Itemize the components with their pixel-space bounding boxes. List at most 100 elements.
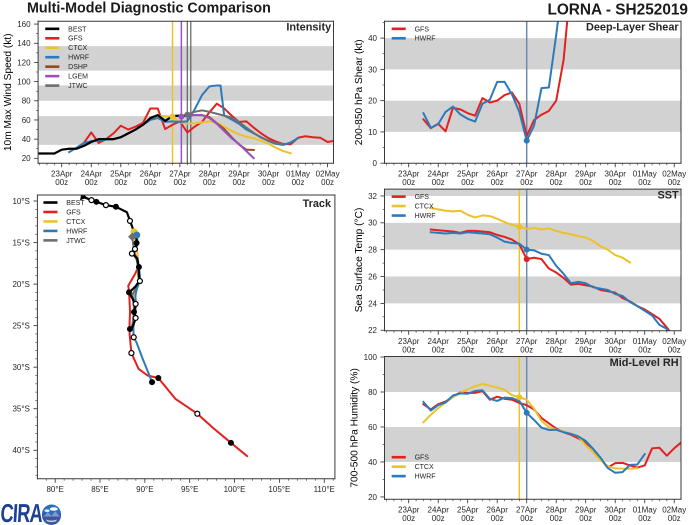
svg-text:80: 80	[368, 388, 377, 397]
svg-text:GFS: GFS	[415, 455, 430, 462]
svg-text:35°S: 35°S	[12, 405, 29, 414]
svg-text:00z: 00z	[609, 514, 622, 523]
svg-text:10: 10	[368, 128, 377, 137]
svg-text:23Apr: 23Apr	[398, 169, 420, 178]
svg-text:GFS: GFS	[415, 26, 430, 33]
svg-text:00z: 00z	[491, 514, 504, 523]
svg-text:00z: 00z	[432, 178, 445, 187]
svg-text:02May: 02May	[316, 169, 340, 178]
svg-text:00z: 00z	[609, 178, 622, 187]
svg-text:HWRF: HWRF	[415, 36, 436, 43]
svg-text:26Apr: 26Apr	[487, 337, 509, 346]
svg-text:60: 60	[22, 116, 31, 125]
svg-text:30Apr: 30Apr	[605, 505, 627, 514]
svg-text:HWRF: HWRF	[415, 213, 436, 220]
svg-text:27Apr: 27Apr	[169, 169, 191, 178]
svg-text:02May: 02May	[662, 337, 686, 346]
svg-text:25°S: 25°S	[12, 322, 29, 331]
svg-text:HWRF: HWRF	[66, 228, 87, 235]
svg-text:00z: 00z	[579, 514, 592, 523]
svg-text:22: 22	[368, 326, 377, 335]
svg-text:GFS: GFS	[68, 36, 83, 43]
svg-text:00z: 00z	[173, 178, 186, 187]
svg-text:00z: 00z	[668, 514, 681, 523]
svg-text:27Apr: 27Apr	[516, 169, 538, 178]
svg-text:00z: 00z	[579, 346, 592, 355]
svg-text:160: 160	[17, 20, 31, 29]
svg-text:00z: 00z	[491, 346, 504, 355]
svg-text:SST: SST	[657, 189, 679, 201]
svg-text:40: 40	[22, 135, 31, 144]
svg-text:Sea Surface Temp (°C): Sea Surface Temp (°C)	[354, 208, 365, 313]
svg-text:27Apr: 27Apr	[516, 337, 538, 346]
svg-text:30Apr: 30Apr	[605, 337, 627, 346]
svg-text:00z: 00z	[461, 514, 474, 523]
svg-text:90°E: 90°E	[136, 485, 153, 494]
svg-text:00z: 00z	[668, 346, 681, 355]
svg-text:00z: 00z	[461, 346, 474, 355]
svg-text:24Apr: 24Apr	[428, 169, 450, 178]
svg-text:00z: 00z	[233, 178, 246, 187]
svg-text:01May: 01May	[633, 337, 657, 346]
svg-text:00z: 00z	[321, 178, 334, 187]
svg-text:20: 20	[22, 154, 31, 163]
svg-text:01May: 01May	[633, 505, 657, 514]
svg-text:29Apr: 29Apr	[575, 505, 597, 514]
svg-text:00z: 00z	[461, 178, 474, 187]
svg-text:20: 20	[368, 493, 377, 502]
svg-text:GFS: GFS	[415, 194, 430, 201]
svg-text:29Apr: 29Apr	[575, 169, 597, 178]
svg-text:00z: 00z	[402, 178, 415, 187]
svg-text:CIRA: CIRA	[0, 499, 44, 525]
svg-text:30Apr: 30Apr	[258, 169, 280, 178]
svg-text:00z: 00z	[668, 178, 681, 187]
svg-text:00z: 00z	[55, 178, 68, 187]
svg-text:00z: 00z	[550, 346, 563, 355]
svg-text:00z: 00z	[550, 514, 563, 523]
svg-text:30°S: 30°S	[12, 363, 29, 372]
svg-text:23Apr: 23Apr	[398, 505, 420, 514]
svg-text:00z: 00z	[609, 346, 622, 355]
svg-text:24Apr: 24Apr	[428, 337, 450, 346]
svg-text:30Apr: 30Apr	[605, 169, 627, 178]
svg-text:00z: 00z	[550, 178, 563, 187]
svg-text:01May: 01May	[286, 169, 310, 178]
svg-text:00z: 00z	[638, 178, 651, 187]
svg-text:00z: 00z	[579, 178, 592, 187]
svg-text:20°S: 20°S	[12, 280, 29, 289]
svg-text:200-850 hPa Shear (kt): 200-850 hPa Shear (kt)	[354, 39, 365, 145]
svg-text:00z: 00z	[520, 514, 533, 523]
svg-text:25Apr: 25Apr	[457, 337, 479, 346]
svg-text:95°E: 95°E	[181, 485, 198, 494]
svg-text:CTCX: CTCX	[415, 204, 434, 211]
svg-text:02May: 02May	[662, 505, 686, 514]
svg-text:100: 100	[17, 78, 31, 87]
svg-text:GFS: GFS	[66, 209, 81, 216]
svg-text:28Apr: 28Apr	[199, 169, 221, 178]
svg-text:28Apr: 28Apr	[546, 169, 568, 178]
svg-text:JTWC: JTWC	[68, 83, 87, 90]
svg-text:02May: 02May	[662, 169, 686, 178]
svg-text:120: 120	[17, 58, 31, 67]
svg-text:00z: 00z	[114, 178, 127, 187]
svg-text:25Apr: 25Apr	[457, 169, 479, 178]
svg-text:26: 26	[368, 272, 377, 281]
svg-text:DSHP: DSHP	[68, 64, 88, 71]
svg-text:JTWC: JTWC	[66, 238, 85, 245]
svg-text:23Apr: 23Apr	[398, 337, 420, 346]
svg-text:28Apr: 28Apr	[546, 337, 568, 346]
svg-text:Multi-Model Diagnostic Compari: Multi-Model Diagnostic Comparison	[27, 0, 271, 16]
svg-text:85°E: 85°E	[91, 485, 108, 494]
svg-text:0: 0	[373, 159, 378, 168]
svg-text:CTCX: CTCX	[68, 45, 87, 52]
svg-text:28Apr: 28Apr	[546, 505, 568, 514]
svg-text:00z: 00z	[292, 178, 305, 187]
svg-text:105°E: 105°E	[268, 485, 290, 494]
svg-text:23Apr: 23Apr	[51, 169, 73, 178]
svg-text:00z: 00z	[520, 178, 533, 187]
svg-text:30: 30	[368, 219, 377, 228]
svg-text:10°S: 10°S	[12, 197, 29, 206]
svg-text:26Apr: 26Apr	[487, 169, 509, 178]
svg-text:HWRF: HWRF	[415, 474, 436, 481]
svg-text:60: 60	[368, 423, 377, 432]
